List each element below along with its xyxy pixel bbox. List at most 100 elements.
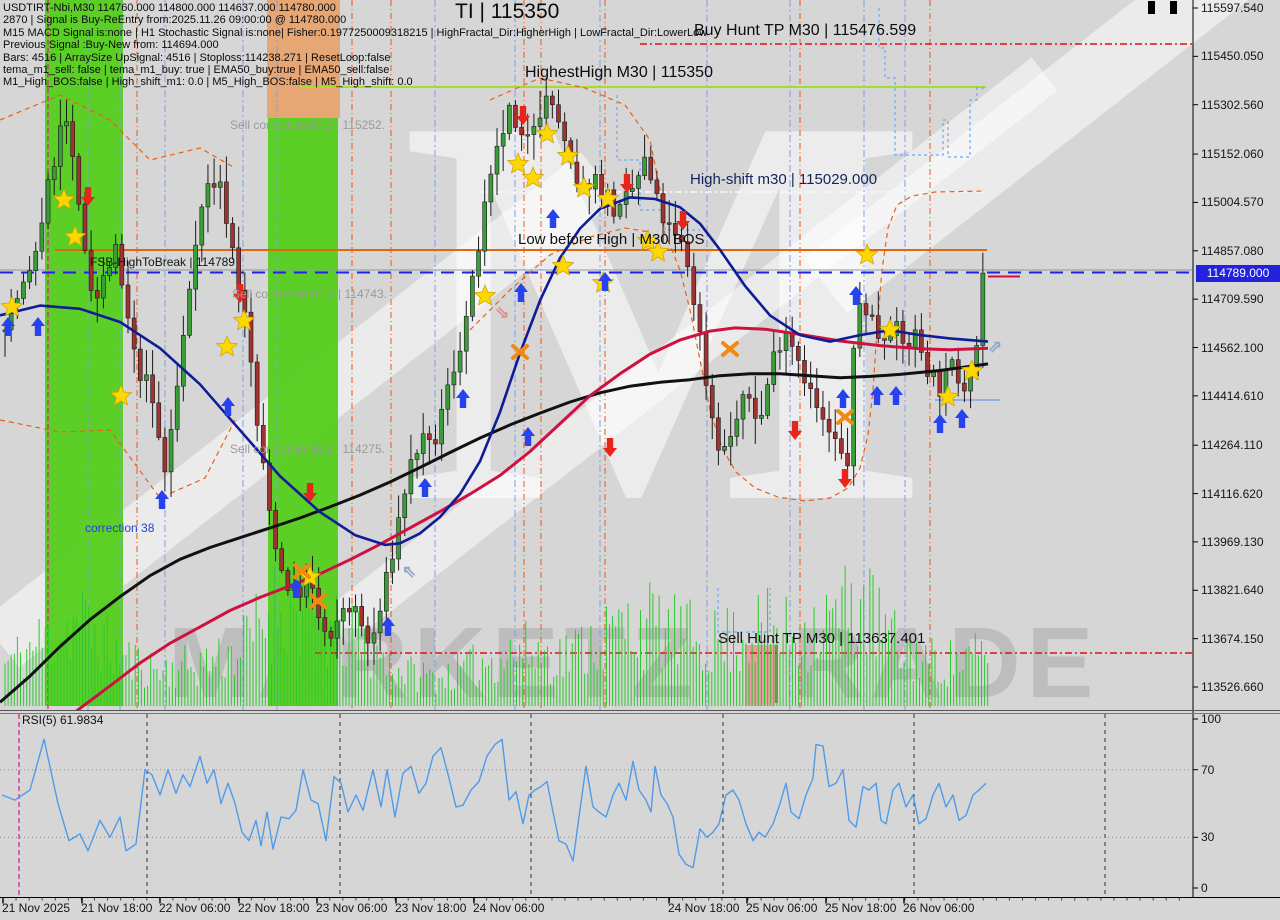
candle-body [340, 608, 346, 622]
candle-body [599, 173, 604, 197]
candle-body [642, 156, 647, 177]
star-signal-icon [960, 359, 984, 381]
rsi-tick-label: 30 [1201, 830, 1215, 845]
down-arrow-icon [516, 106, 530, 125]
candle-body [494, 145, 500, 175]
highlight-band [45, 0, 123, 706]
ghost-arrow-icon: ⇘ [495, 303, 509, 322]
candle-body [427, 433, 432, 440]
candle-body [759, 414, 764, 419]
candle-body [574, 161, 580, 184]
up-arrow-icon [289, 579, 303, 598]
star-signal-icon [52, 188, 76, 210]
fsb-high-to-break-label: FSB-HighToBreak | 114789 [90, 255, 235, 269]
time-tick-label: 25 Nov 18:00 [825, 901, 897, 915]
candle-body [33, 250, 39, 271]
price-tick-label: 114857.080 [1201, 243, 1264, 258]
up-arrow-icon [456, 389, 470, 408]
candle-body [70, 121, 75, 157]
candle-body [845, 452, 850, 467]
candle-body [439, 408, 444, 445]
highlight-band [267, 0, 340, 118]
candle-body [851, 347, 857, 467]
price-tick-label: 113969.130 [1201, 534, 1264, 549]
ghost-arrow-icon: ⇗ [988, 337, 1002, 356]
price-tick-label: 115597.540 [1201, 1, 1264, 15]
sell-correction-618-label: Sell correction 61.8 | 114743. [232, 287, 387, 301]
candle-body [709, 385, 715, 419]
candle-body [869, 314, 875, 317]
current-price-badge: 114789.000 [1196, 264, 1280, 282]
candle-body [82, 203, 88, 251]
candle-body [383, 572, 389, 612]
up-arrow-icon [1, 317, 15, 336]
candle-body [260, 425, 266, 464]
down-arrow-icon [81, 187, 95, 206]
time-tick-label: 22 Nov 18:00 [238, 901, 310, 915]
up-arrow-icon [889, 386, 903, 405]
time-tick-label: 23 Nov 06:00 [316, 901, 388, 915]
candle-body [673, 223, 678, 236]
price-tick-label: 115302.560 [1201, 97, 1264, 112]
candle-body [783, 331, 789, 352]
candle-body [39, 222, 45, 252]
price-tick-label: 113526.660 [1201, 680, 1264, 694]
candle-body [482, 201, 488, 252]
candle-body [691, 266, 697, 305]
candle-body [279, 548, 285, 571]
candle-body [746, 394, 752, 399]
candle-body [211, 183, 217, 188]
candle-body [199, 206, 205, 246]
sell-hunt-tp-label: Sell Hunt TP M30 | 113637.401 [718, 630, 926, 647]
candle-body [660, 193, 666, 224]
candle-body [156, 402, 162, 438]
star-signal-icon [109, 384, 133, 406]
candle-body [752, 397, 758, 419]
candle-body [353, 606, 358, 613]
up-arrow-icon [836, 389, 850, 408]
candle-body [500, 133, 506, 147]
candle-body [174, 385, 180, 430]
candle-body [64, 121, 69, 127]
candle-body [347, 608, 352, 613]
fractal-channel-line [469, 227, 651, 331]
info-line: Bars: 4516 | ArraySize UpSignal: 4516 | … [3, 51, 391, 64]
candle-body [925, 352, 930, 377]
candle-body [58, 125, 63, 167]
candle-body [433, 439, 438, 445]
up-arrow-icon [31, 317, 45, 336]
time-tick-label: 23 Nov 18:00 [395, 901, 467, 915]
ma-blue-line [0, 196, 989, 547]
candle-body [396, 517, 401, 560]
candle-body [408, 459, 414, 495]
candle-body [334, 620, 340, 639]
fractal-channel-line [667, 190, 986, 502]
candle-body [488, 173, 494, 203]
candle-body [679, 235, 684, 242]
candle-body [420, 433, 426, 454]
price-tick-label: 114414.610 [1201, 388, 1264, 403]
star-signal-icon [521, 166, 545, 188]
candle-body [51, 166, 57, 181]
star-signal-icon [63, 225, 87, 247]
info-line: USDTIRT-Nbi,M30 114760.000 114800.000 11… [3, 2, 336, 14]
ghost-arrow-icon: ⇖ [402, 562, 416, 581]
chart-title-comment: TI | 115350 [455, 0, 560, 23]
price-tick-label: 115152.060 [1201, 147, 1264, 162]
candle-body [21, 281, 26, 299]
candle-body [734, 418, 740, 437]
info-line: M15 MACD Signal is:none | H1 Stochastic … [3, 26, 708, 39]
candle-body [402, 493, 408, 518]
rsi-tick-label: 70 [1201, 762, 1215, 777]
candle-body [168, 429, 174, 473]
candle-body [857, 303, 863, 349]
candle-body [980, 272, 986, 346]
up-arrow-icon [849, 286, 863, 305]
star-signal-icon [936, 385, 960, 407]
candle-body [457, 350, 463, 373]
candle-body [685, 241, 690, 268]
candle-body [181, 335, 186, 387]
candle-body [814, 388, 820, 408]
